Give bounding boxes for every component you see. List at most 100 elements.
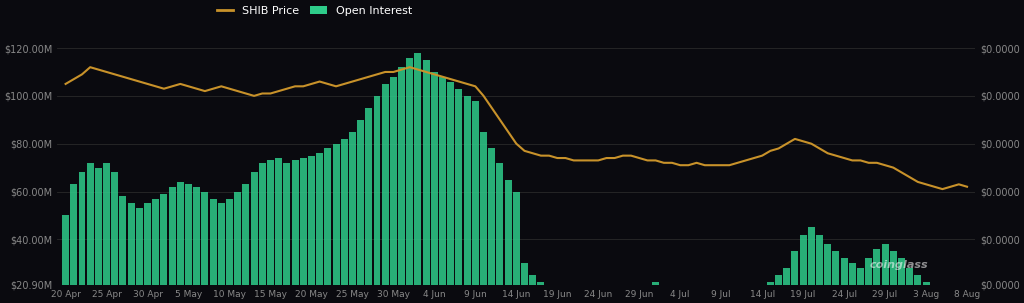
Bar [374,96,381,303]
Bar [128,203,134,303]
Bar [161,194,167,303]
Bar [677,297,684,303]
Bar [767,282,774,303]
Bar [144,203,151,303]
Bar [357,120,365,303]
Bar [226,199,233,303]
Bar [595,301,602,303]
Bar [800,235,807,303]
Bar [202,191,209,303]
Bar [841,258,848,303]
Bar [308,156,315,303]
Bar [267,160,274,303]
Bar [611,294,618,303]
Bar [873,249,881,303]
Bar [234,191,242,303]
Bar [259,163,266,303]
Legend: SHIB Price, Open Interest: SHIB Price, Open Interest [212,1,417,20]
Bar [488,148,496,303]
Bar [636,287,643,303]
Bar [275,158,283,303]
Bar [251,172,258,303]
Bar [210,199,217,303]
Bar [890,251,897,303]
Bar [603,297,610,303]
Bar [914,275,922,303]
Bar [366,108,373,303]
Bar [456,89,463,303]
Bar [538,282,545,303]
Bar [284,163,291,303]
Bar [865,258,872,303]
Bar [415,53,422,303]
Bar [439,77,446,303]
Bar [194,187,201,303]
Bar [398,67,406,303]
Bar [718,299,725,303]
Bar [816,235,823,303]
Bar [505,180,512,303]
Bar [882,244,889,303]
Bar [153,199,159,303]
Bar [693,301,700,303]
Bar [169,187,175,303]
Bar [931,292,938,303]
Bar [562,294,569,303]
Bar [939,301,946,303]
Bar [660,287,668,303]
Bar [103,163,110,303]
Bar [726,297,733,303]
Text: coinglass: coinglass [869,260,929,270]
Bar [685,299,692,303]
Bar [546,287,553,303]
Bar [497,163,504,303]
Bar [464,96,471,303]
Bar [341,139,348,303]
Bar [447,82,455,303]
Bar [292,160,299,303]
Bar [734,294,741,303]
Bar [218,203,225,303]
Bar [751,289,758,303]
Bar [382,84,389,303]
Bar [79,172,85,303]
Bar [480,132,487,303]
Bar [529,275,537,303]
Bar [71,184,77,303]
Bar [669,292,676,303]
Bar [783,268,791,303]
Bar [923,282,930,303]
Bar [849,263,856,303]
Bar [349,132,356,303]
Bar [628,289,635,303]
Bar [652,282,659,303]
Bar [898,258,905,303]
Bar [775,275,782,303]
Bar [112,172,118,303]
Bar [857,268,864,303]
Bar [185,184,193,303]
Bar [333,144,340,303]
Bar [472,101,479,303]
Bar [95,168,101,303]
Bar [407,58,414,303]
Bar [390,77,397,303]
Bar [177,182,183,303]
Bar [554,292,561,303]
Bar [62,215,69,303]
Bar [808,227,815,303]
Bar [325,148,332,303]
Bar [833,251,840,303]
Bar [792,251,799,303]
Bar [423,60,430,303]
Bar [710,301,717,303]
Bar [136,208,142,303]
Bar [431,72,438,303]
Bar [579,299,586,303]
Bar [243,184,250,303]
Bar [87,163,93,303]
Bar [513,191,520,303]
Bar [742,292,750,303]
Bar [570,297,578,303]
Bar [521,263,528,303]
